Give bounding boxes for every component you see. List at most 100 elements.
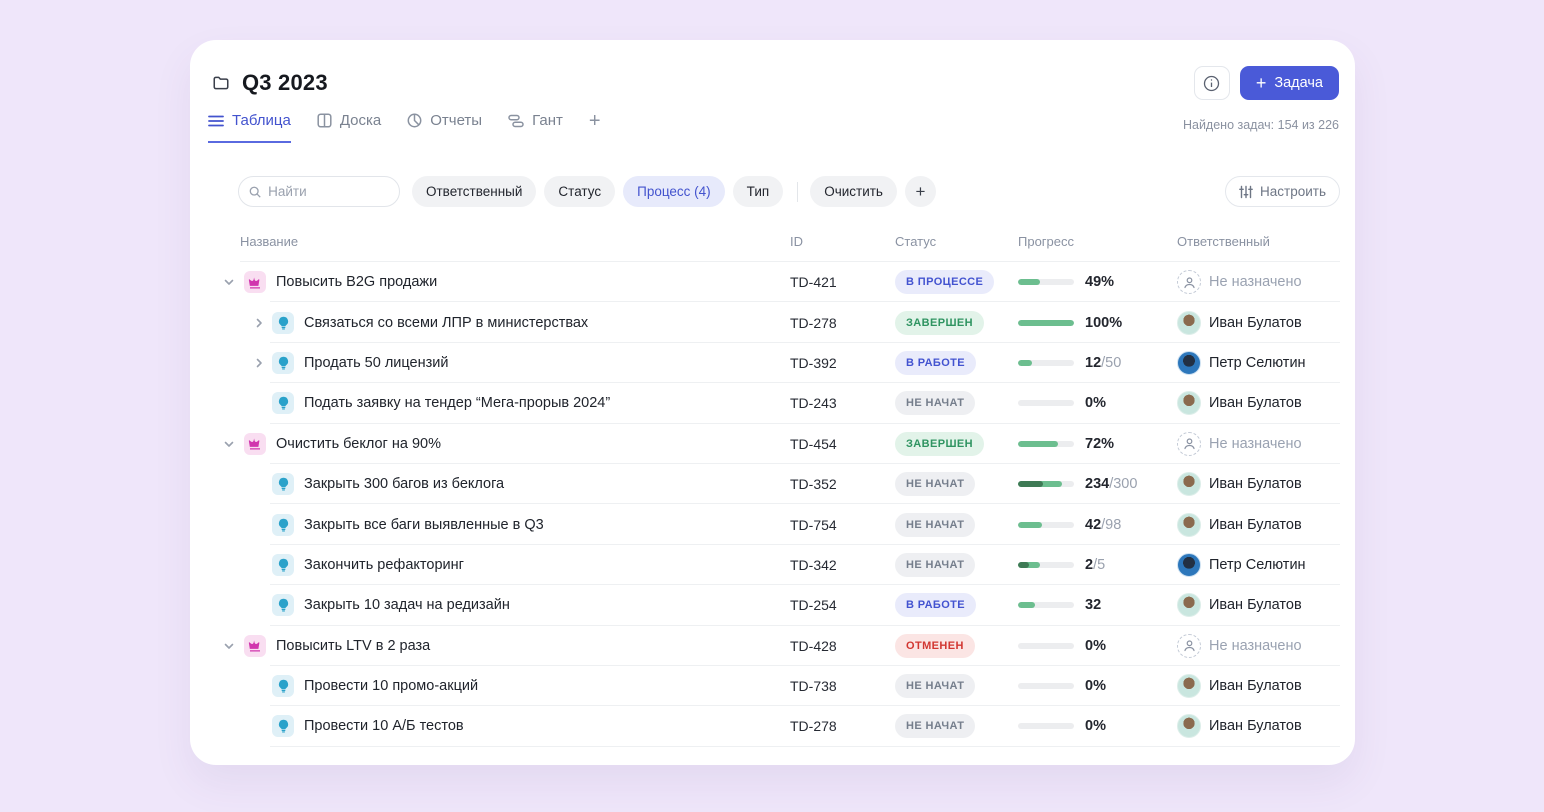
table-row[interactable]: Повысить LTV в 2 раза TD-428 ОТМЕНЕН 0% Не н… <box>224 626 1340 667</box>
task-name[interactable]: Повысить LTV в 2 раза <box>276 637 431 654</box>
assignee-cell[interactable]: Петр Селютин <box>1177 545 1340 585</box>
assignee-name: Петр Селютин <box>1209 354 1306 371</box>
status-badge[interactable]: В РАБОТЕ <box>895 593 977 618</box>
status-cell: ЗАВЕРШЕН <box>895 302 1013 342</box>
assignee-cell[interactable]: Иван Булатов <box>1177 706 1340 746</box>
filter-pill[interactable]: Процесс (4) <box>623 176 725 207</box>
status-badge[interactable]: ЗАВЕРШЕН <box>895 431 984 456</box>
assignee-cell[interactable]: Иван Булатов <box>1177 585 1340 625</box>
filter-pill[interactable]: Статус <box>544 176 616 207</box>
task-name[interactable]: Закончить рефакторинг <box>304 556 464 573</box>
task-name[interactable]: Провести 10 промо-акций <box>304 678 479 695</box>
chevron-right-icon[interactable] <box>253 357 265 369</box>
status-badge[interactable]: НЕ НАЧАТ <box>895 552 976 577</box>
progress-value: 49% <box>1085 274 1115 291</box>
table-row[interactable]: Подать заявку на тендер “Мега-прорыв 202… <box>240 383 1340 424</box>
status-badge[interactable]: В РАБОТЕ <box>895 350 977 375</box>
chevron-down-icon[interactable] <box>223 438 235 450</box>
tab-gantt[interactable]: Гант <box>508 112 563 143</box>
progress-bar <box>1018 400 1074 407</box>
add-filter-button[interactable]: + <box>904 176 936 207</box>
progress-total: /5 <box>1093 556 1106 573</box>
task-name[interactable]: Очистить беклог на 90% <box>276 435 441 452</box>
assignee-cell[interactable]: Иван Булатов <box>1177 383 1340 423</box>
table-row[interactable]: Связаться со всеми ЛПР в министерствах TD… <box>240 302 1340 344</box>
tab-reports[interactable]: Отчеты <box>407 112 482 143</box>
task-name-cell: Закончить рефакторинг <box>240 545 785 585</box>
filter-pill[interactable]: Ответственный <box>412 176 537 207</box>
found-tasks-label: Найдено задач: 154 из 226 <box>1182 118 1339 132</box>
status-badge[interactable]: НЕ НАЧАТ <box>895 512 976 537</box>
task-name[interactable]: Продать 50 лицензий <box>304 354 449 371</box>
table-row[interactable]: Закрыть 10 задач на редизайн TD-254 В РАБО… <box>240 585 1340 626</box>
table-row[interactable]: Закрыть все баги выявленные в Q3 TD-754 НЕ… <box>240 504 1340 546</box>
tab-label: Гант <box>532 112 563 129</box>
configure-button[interactable]: Настроить <box>1225 176 1340 207</box>
chevron-down-icon[interactable] <box>223 640 235 652</box>
table-row[interactable]: Провести 10 промо-акций TD-738 НЕ НАЧАТ 0% И… <box>240 666 1340 707</box>
task-name[interactable]: Связаться со всеми ЛПР в министерствах <box>304 314 589 331</box>
progress-cell: 0% <box>1018 626 1172 666</box>
table-row[interactable]: Провести 10 А/Б тестов TD-278 НЕ НАЧАТ 0% Ив… <box>240 706 1340 748</box>
task-id: TD-352 <box>790 476 837 493</box>
progress-bar <box>1018 561 1074 568</box>
status-badge[interactable]: В ПРОЦЕССЕ <box>895 270 995 295</box>
tab-board[interactable]: Доска <box>317 112 381 143</box>
task-id: TD-454 <box>790 435 837 452</box>
assignee-cell[interactable]: Не назначено <box>1177 424 1340 464</box>
task-name[interactable]: Провести 10 А/Б тестов <box>304 718 464 735</box>
chevron-down-icon[interactable] <box>223 276 235 288</box>
assignee-cell[interactable]: Иван Булатов <box>1177 504 1340 544</box>
task-bulb-icon <box>272 594 294 617</box>
table-header: Название ID Статус Прогресс Ответственны… <box>240 225 1340 262</box>
chevron-right-icon[interactable] <box>253 317 265 329</box>
assignee-cell[interactable]: Петр Селютин <box>1177 343 1340 383</box>
table-row[interactable]: Продать 50 лицензий TD-392 В РАБОТЕ 12/50 Пе… <box>240 343 1340 384</box>
assignee-cell[interactable]: Иван Булатов <box>1177 302 1340 342</box>
table-row[interactable]: Повысить B2G продажи TD-421 В ПРОЦЕССЕ 49% Н… <box>224 262 1340 303</box>
status-cell: НЕ НАЧАТ <box>895 464 1013 504</box>
tab-label: Таблица <box>232 112 291 129</box>
assignee-name: Иван Булатов <box>1209 718 1302 735</box>
table-row[interactable]: Закончить рефакторинг TD-342 НЕ НАЧАТ 2/5 Пе… <box>240 545 1340 586</box>
task-name[interactable]: Подать заявку на тендер “Мега-прорыв 202… <box>304 395 611 412</box>
unassigned-label: Не назначено <box>1209 435 1302 452</box>
task-name[interactable]: Повысить B2G продажи <box>276 274 438 291</box>
add-view-button[interactable]: + <box>588 110 601 132</box>
tab-label: Отчеты <box>430 112 483 129</box>
assignee-cell[interactable]: Не назначено <box>1177 626 1340 666</box>
search-input[interactable] <box>268 184 389 199</box>
table-row[interactable]: Закрыть 300 багов из беклога TD-352 НЕ НАЧ… <box>240 464 1340 505</box>
add-task-button[interactable]: + Задача <box>1239 66 1339 100</box>
task-name[interactable]: Закрыть 10 задач на редизайн <box>304 597 510 614</box>
task-name-cell: Провести 10 А/Б тестов <box>240 706 785 746</box>
assignee-cell[interactable]: Иван Булатов <box>1177 666 1340 706</box>
progress-cell: 234/300 <box>1018 464 1172 504</box>
status-badge[interactable]: ЗАВЕРШЕН <box>895 310 984 335</box>
filter-pill[interactable]: Тип <box>732 176 784 207</box>
search-icon <box>249 186 261 198</box>
filter-pills: Ответственный Статус Процесс (4) Тип <box>412 176 784 207</box>
table-body: Повысить B2G продажи TD-421 В ПРОЦЕССЕ 49% Н… <box>224 262 1340 748</box>
assignee-cell[interactable]: Иван Булатов <box>1177 464 1340 504</box>
table-row[interactable]: Очистить беклог на 90% TD-454 ЗАВЕРШЕН 72% Н… <box>224 424 1340 465</box>
status-badge[interactable]: НЕ НАЧАТ <box>895 472 976 497</box>
progress-cell: 32 <box>1018 585 1172 625</box>
assignee-cell[interactable]: Не назначено <box>1177 262 1340 302</box>
task-name[interactable]: Закрыть все баги выявленные в Q3 <box>304 516 544 533</box>
tab-table[interactable]: Таблица <box>208 112 291 143</box>
goal-crown-icon <box>244 634 266 657</box>
task-name-cell: Закрыть 10 задач на редизайн <box>240 585 785 625</box>
status-badge[interactable]: НЕ НАЧАТ <box>895 674 976 699</box>
info-button[interactable] <box>1193 66 1230 100</box>
status-badge[interactable]: ОТМЕНЕН <box>895 633 975 658</box>
task-name[interactable]: Закрыть 300 багов из беклога <box>304 476 505 493</box>
status-badge[interactable]: НЕ НАЧАТ <box>895 714 976 739</box>
task-bulb-icon <box>272 675 294 698</box>
assignee-avatar <box>1177 512 1201 537</box>
progress-cell: 42/98 <box>1018 504 1172 544</box>
search-box[interactable] <box>238 176 400 207</box>
clear-filters-button[interactable]: Очистить <box>810 176 897 207</box>
status-badge[interactable]: НЕ НАЧАТ <box>895 391 976 416</box>
